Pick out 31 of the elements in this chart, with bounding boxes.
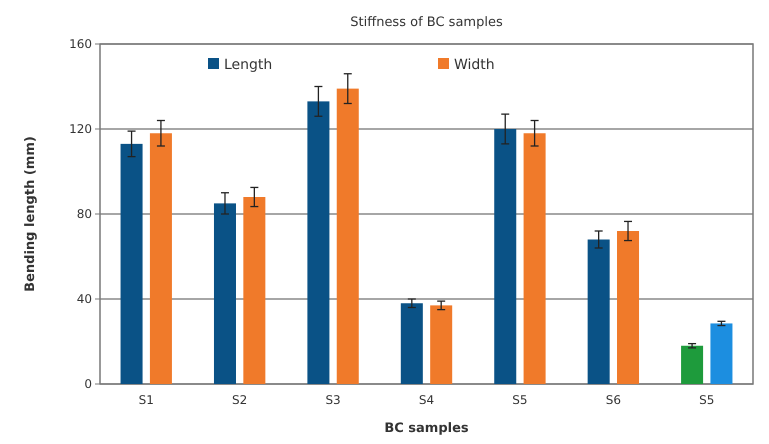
x-axis-title: BC samples bbox=[384, 421, 469, 436]
x-tick-label: S2 bbox=[232, 393, 248, 407]
bar bbox=[120, 144, 143, 384]
x-tick-label: S6 bbox=[606, 393, 621, 407]
bar bbox=[617, 231, 640, 384]
bar bbox=[710, 323, 732, 384]
bar bbox=[494, 129, 516, 384]
y-tick-label: 40 bbox=[76, 292, 92, 306]
y-tick-label: 80 bbox=[76, 207, 92, 222]
legend-label: Width bbox=[454, 56, 495, 73]
bar bbox=[400, 303, 423, 384]
chart-title: Stiffness of BC samples bbox=[350, 15, 503, 30]
x-tick-label: S5 bbox=[512, 393, 528, 407]
y-tick-label: 160 bbox=[69, 37, 92, 52]
bar bbox=[336, 88, 359, 384]
bar bbox=[150, 133, 172, 384]
x-tick-label: S5 bbox=[699, 393, 714, 407]
bar bbox=[588, 240, 610, 384]
x-tick-label: S1 bbox=[138, 393, 154, 407]
bar bbox=[681, 346, 704, 384]
bar bbox=[307, 101, 330, 384]
bar bbox=[214, 203, 236, 384]
legend-label: Length bbox=[224, 56, 272, 73]
bar bbox=[430, 305, 452, 384]
bar bbox=[524, 133, 546, 384]
x-tick-label: S4 bbox=[418, 393, 434, 407]
y-tick-label: 0 bbox=[84, 377, 92, 392]
x-tick-label: S3 bbox=[325, 393, 341, 407]
y-axis-title: Bending length (mm) bbox=[23, 136, 38, 292]
y-tick-label: 120 bbox=[69, 122, 92, 136]
bar bbox=[243, 197, 266, 384]
